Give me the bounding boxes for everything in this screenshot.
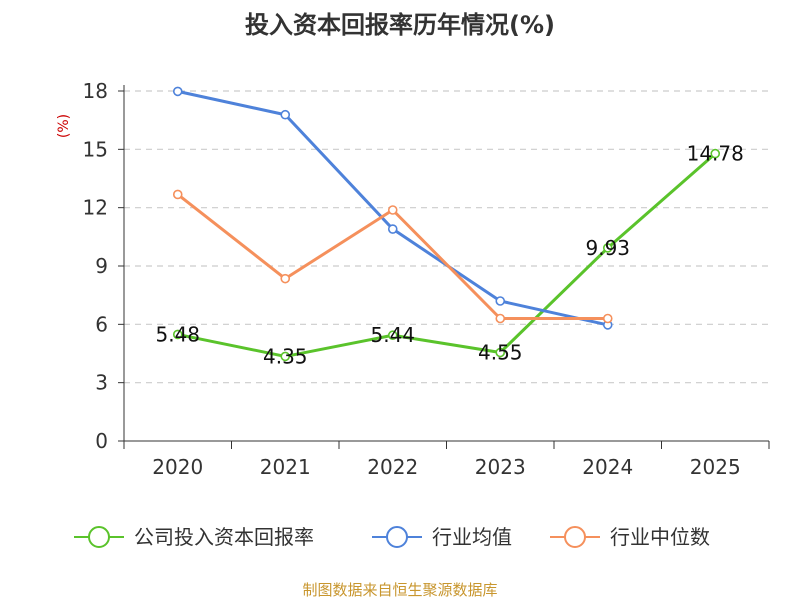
legend-swatch-marker: [88, 526, 110, 548]
legend-label: 行业中位数: [610, 525, 710, 549]
data-point[interactable]: [602, 313, 613, 324]
x-tick-label: 2022: [367, 455, 418, 479]
data-point[interactable]: [172, 329, 183, 340]
x-tick-label: 2020: [152, 455, 203, 479]
data-label: 5.48: [155, 322, 200, 346]
data-point[interactable]: [280, 351, 291, 362]
y-tick-label: 18: [83, 79, 108, 103]
data-point[interactable]: [280, 109, 291, 120]
series-layer: [172, 86, 721, 362]
series-line-0: [177, 152, 717, 358]
data-point[interactable]: [387, 224, 398, 234]
y-tick-label: 6: [95, 312, 108, 336]
data-point[interactable]: [495, 313, 506, 324]
legend-item-2[interactable]: 行业中位数: [550, 525, 710, 549]
data-point[interactable]: [280, 273, 291, 284]
x-tick-label: 2023: [475, 455, 526, 479]
legend-item-0[interactable]: 公司投入资本回报率: [74, 525, 314, 549]
data-label: 4.35: [263, 344, 308, 368]
legend[interactable]: 公司投入资本回报率 行业均值 行业中位数: [74, 525, 710, 549]
data-point[interactable]: [495, 347, 506, 358]
y-axis-unit: (%): [56, 114, 72, 138]
data-point[interactable]: [495, 296, 506, 306]
grid-layer: [124, 90, 769, 384]
legend-swatch-marker: [564, 526, 586, 548]
legend-label: 行业均值: [432, 525, 512, 549]
data-point[interactable]: [172, 86, 183, 97]
data-label: 4.55: [478, 341, 523, 365]
axis-layer: 0 3 6 9 12 15 18 2020 2021 2022 2023 2024 2025: [83, 79, 770, 479]
y-tick-label: 15: [83, 137, 108, 161]
data-point[interactable]: [710, 148, 721, 159]
source-note: 制图数据来自恒生聚源数据库: [302, 581, 497, 599]
x-tick-label: 2024: [582, 455, 633, 479]
y-tick-label: 3: [95, 371, 108, 395]
data-label-layer: 5.48 4.35 5.44 4.55 9.93 14.78: [155, 142, 743, 369]
y-tick-label: 9: [95, 254, 108, 278]
legend-swatch-marker: [386, 526, 408, 548]
y-tick-label: 12: [83, 196, 108, 220]
legend-label: 公司投入资本回报率: [134, 525, 314, 549]
data-point[interactable]: [172, 189, 183, 200]
data-point[interactable]: [602, 243, 613, 253]
data-point[interactable]: [387, 330, 398, 341]
chart-title: 投入资本回报率历年情况(%): [245, 11, 555, 39]
data-label: 5.44: [370, 323, 415, 347]
data-label: 14.78: [687, 142, 744, 166]
data-label: 9.93: [585, 236, 630, 260]
x-tick-label: 2021: [260, 455, 311, 479]
legend-item-1[interactable]: 行业均值: [372, 525, 512, 549]
y-tick-label: 0: [95, 429, 108, 453]
x-tick-label: 2025: [690, 455, 741, 479]
data-point[interactable]: [387, 205, 398, 215]
